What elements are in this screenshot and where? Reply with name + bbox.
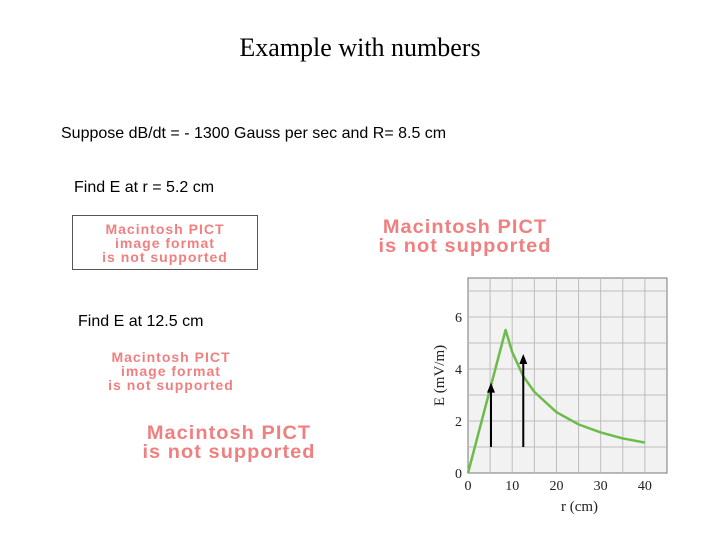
question-2: Find E at 12.5 cm — [78, 313, 204, 330]
x-axis-label: r (cm) — [561, 499, 598, 515]
series-line — [466, 328, 646, 474]
y-axis-label: E (mV/m) — [432, 345, 448, 406]
y-tick-label: 0 — [455, 467, 462, 482]
x-tick-label: 30 — [594, 479, 608, 494]
unsupported-image-placeholder-3: Macintosh PICT image format is not support… — [108, 349, 234, 393]
x-tick-label: 10 — [505, 479, 519, 494]
arrow-head-2 — [519, 354, 528, 364]
x-tick-label: 0 — [465, 479, 472, 494]
plot-area — [467, 277, 668, 474]
y-tick-label: 2 — [455, 415, 462, 430]
y-tick-label: 6 — [455, 311, 462, 326]
electric-field-chart: 0 10 20 30 40 0 2 4 6 r (cm) E (mV/m) — [432, 277, 668, 515]
y-tick-label: 4 — [455, 363, 462, 378]
question-1: Find E at r = 5.2 cm — [74, 179, 215, 196]
arrow-head-1 — [486, 382, 495, 393]
given-statement: Suppose dB/dt = - 1300 Gauss per sec and… — [61, 125, 447, 142]
x-tick-label: 40 — [638, 479, 652, 494]
x-tick-label: 20 — [549, 479, 563, 494]
unsupported-image-placeholder-1: Macintosh PICT image format is not support… — [72, 215, 258, 270]
slide-title: Example with numbers — [239, 33, 481, 62]
